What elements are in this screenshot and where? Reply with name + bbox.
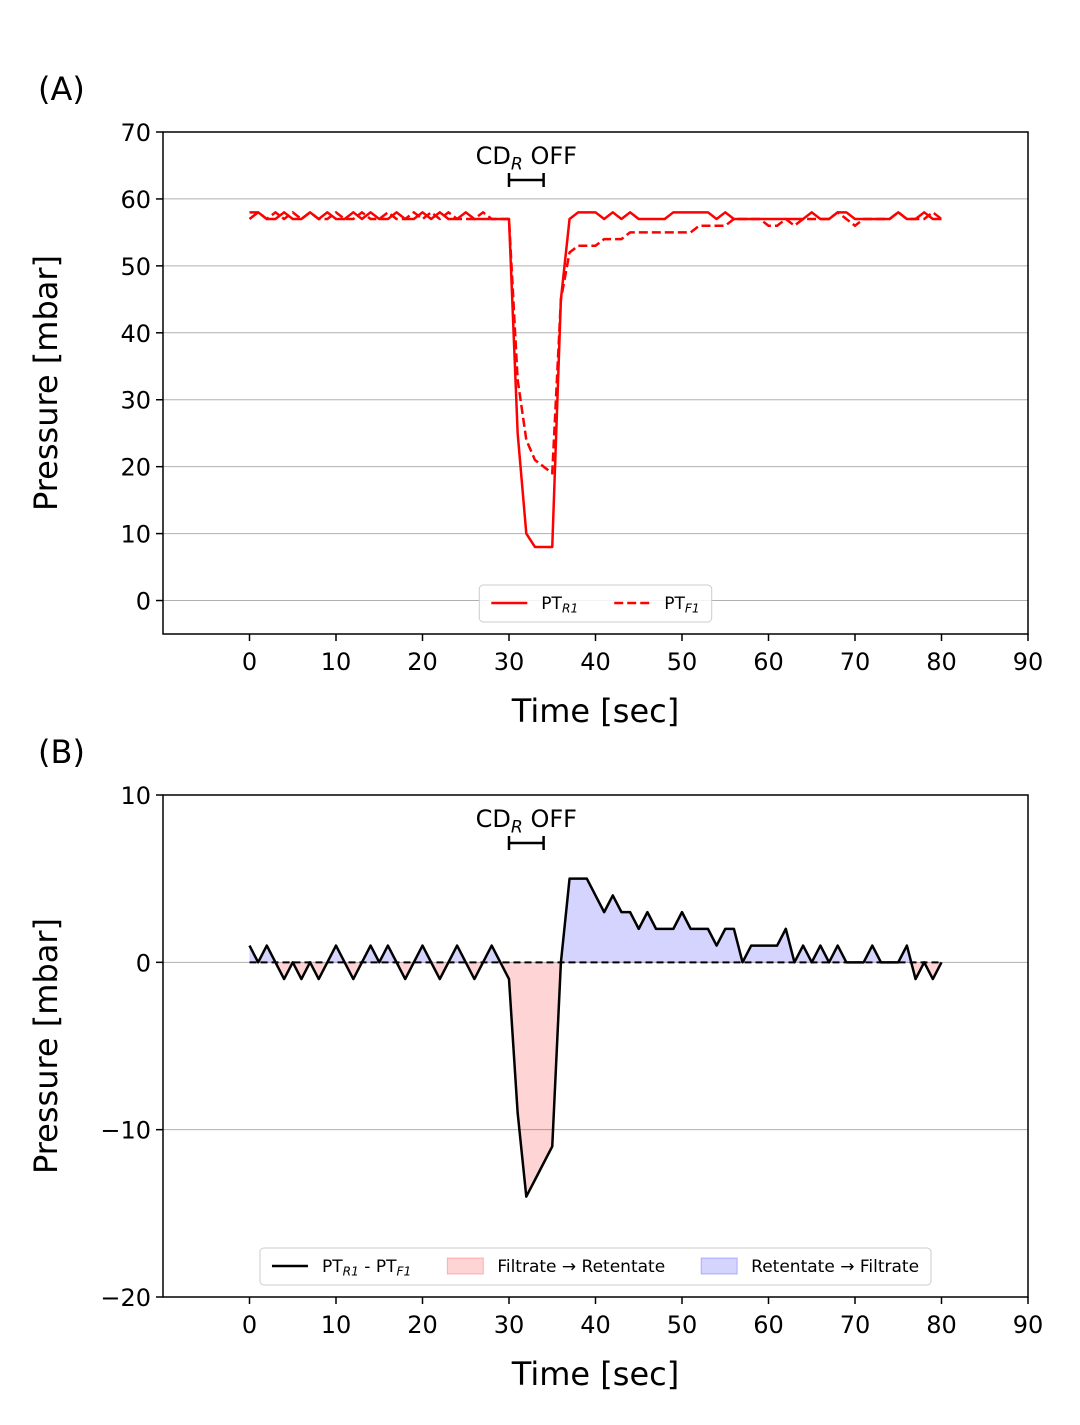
y-tick-label: 0 [136, 588, 151, 616]
text-part: CD [476, 805, 511, 833]
x-tick-label: 30 [494, 648, 525, 676]
x-tick-label: 60 [753, 1311, 784, 1339]
line [248, 211, 942, 549]
legend: PTR1 - PTF1 Filtrate → Retentate Retentate… [259, 1247, 932, 1286]
text-part: PT [664, 594, 685, 614]
legend-label: Retentate → Filtrate [751, 1257, 919, 1277]
text-part: PT [541, 594, 562, 614]
panel-label: (A) [38, 70, 85, 108]
legend-box [478, 584, 713, 623]
panel-label: (B) [38, 733, 85, 771]
x-tick-label: 70 [840, 648, 871, 676]
x-tick-label: 40 [580, 648, 611, 676]
x-tick-label: 90 [1013, 1311, 1044, 1339]
subscript: F1 [685, 602, 700, 616]
text-part: - PT [359, 1257, 397, 1277]
line [249, 211, 943, 475]
x-tick-label: 80 [926, 648, 957, 676]
annotation: CDR OFF [476, 805, 577, 837]
legend-swatch [700, 1257, 738, 1275]
subscript: R1 [562, 602, 578, 616]
y-tick-label: −20 [100, 1284, 151, 1312]
legend-label: PTF1 [664, 594, 699, 616]
legend-label: PTR1 [541, 594, 578, 616]
x-tick-label: 60 [753, 648, 784, 676]
x-axis-title: Time [sec] [511, 1355, 679, 1393]
panel: (B) −20 −10 0 10 0 10 20 30 40 50 60 70 80 90 Time [sec… [27, 733, 1043, 1393]
y-axis-title: Pressure [mbar] [27, 918, 65, 1174]
y-tick-label: 0 [136, 949, 151, 977]
area-fill [249, 878, 942, 963]
subscript: R [511, 154, 523, 174]
text-part: OFF [523, 805, 577, 833]
y-tick-label: 10 [120, 782, 151, 810]
text-part: CD [476, 142, 511, 170]
x-tick-label: 10 [321, 648, 352, 676]
x-tick-label: 80 [926, 1311, 957, 1339]
x-tick-label: 70 [840, 1311, 871, 1339]
subscript: R1 [343, 1265, 359, 1279]
y-tick-label: 40 [120, 320, 151, 348]
x-tick-label: 20 [407, 1311, 438, 1339]
x-tick-label: 40 [580, 1311, 611, 1339]
legend-label: PTR1 - PTF1 [322, 1257, 411, 1279]
panel: (A) 0 10 20 30 40 50 60 70 0 10 20 30 40 50 60 70 80 90 Tim… [27, 70, 1043, 730]
subscript: F1 [396, 1265, 411, 1279]
x-tick-label: 90 [1013, 648, 1044, 676]
x-tick-label: 0 [242, 648, 257, 676]
annotation: CDR OFF [476, 142, 577, 174]
plot-frame [162, 794, 1029, 1298]
line [248, 877, 943, 1198]
y-tick-label: 10 [120, 521, 151, 549]
y-tick-label: −10 [100, 1117, 151, 1145]
y-tick-label: 50 [120, 253, 151, 281]
x-tick-label: 50 [667, 648, 698, 676]
y-tick-label: 60 [120, 186, 151, 214]
legend-box [259, 1247, 932, 1286]
x-axis-title: Time [sec] [511, 692, 679, 730]
subscript: R [511, 817, 523, 837]
y-axis-title: Pressure [mbar] [27, 255, 65, 511]
y-tick-label: 20 [120, 454, 151, 482]
legend-swatch [446, 1257, 484, 1275]
plot-frame [162, 131, 1029, 635]
legend-label: Filtrate → Retentate [497, 1257, 665, 1277]
y-tick-label: 70 [120, 119, 151, 147]
x-tick-label: 20 [407, 648, 438, 676]
x-tick-label: 0 [242, 1311, 257, 1339]
text-part: OFF [523, 142, 577, 170]
x-tick-label: 10 [321, 1311, 352, 1339]
x-tick-label: 50 [667, 1311, 698, 1339]
x-tick-label: 30 [494, 1311, 525, 1339]
legend: PTR1 PTF1 [478, 584, 713, 623]
text-part: PT [322, 1257, 343, 1277]
y-tick-label: 30 [120, 387, 151, 415]
